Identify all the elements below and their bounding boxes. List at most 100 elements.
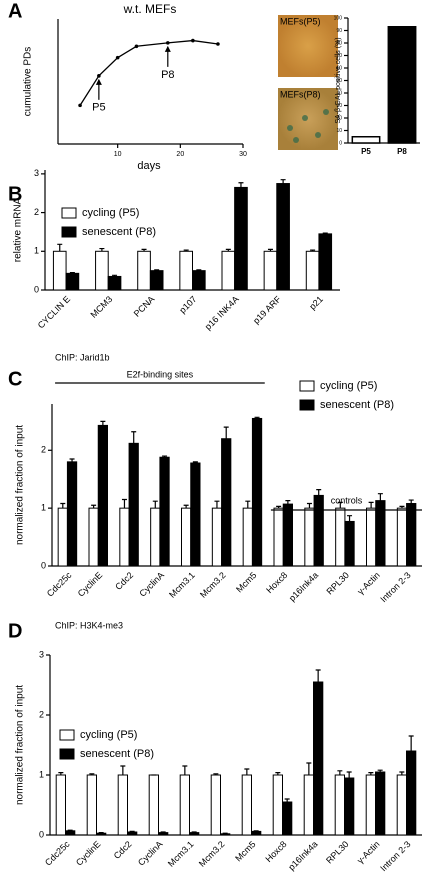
stained-cell — [315, 132, 321, 138]
error-bar — [60, 502, 66, 509]
error-bar — [245, 500, 251, 509]
error-bar — [222, 832, 228, 834]
error-bar — [129, 830, 135, 832]
x-tick-label: Cdc25c — [45, 570, 74, 599]
error-bar — [69, 458, 75, 462]
chart-subtitle: ChIP: H3K4-me3 — [55, 620, 123, 630]
y-tick-label: 1 — [34, 246, 39, 256]
x-tick-label: Cdc25c — [43, 839, 72, 868]
chart-subtitle: ChIP: Jarid1b — [55, 352, 110, 362]
error-bar — [306, 762, 312, 775]
bar — [107, 275, 122, 291]
legend-swatch — [299, 380, 315, 392]
y-tick-label: 1 — [41, 503, 46, 513]
y-tick-label: 2 — [39, 709, 44, 719]
y-tick-label: 2 — [34, 207, 39, 217]
bar — [137, 250, 151, 291]
annotation: E2f-binding sites — [127, 369, 194, 379]
data-point — [78, 103, 82, 108]
arrow-head — [95, 78, 102, 85]
legend-swatch — [59, 748, 75, 760]
arrow-head — [164, 45, 171, 52]
bar — [272, 774, 284, 836]
bar — [65, 830, 76, 836]
y-tick-label: 100 — [334, 15, 343, 21]
bar — [159, 456, 170, 567]
bar — [66, 461, 78, 567]
error-bar — [408, 735, 414, 751]
bar — [55, 774, 67, 836]
error-bar — [58, 772, 64, 775]
error-bar — [346, 771, 352, 778]
bar — [86, 774, 97, 836]
bar — [263, 250, 278, 291]
panel-letter: B — [8, 183, 22, 205]
error-bar — [100, 420, 106, 426]
error-bar — [337, 501, 343, 509]
y-axis-label: SA-β-GAL positive cells (%) — [335, 37, 342, 123]
y-tick-label: 2 — [41, 445, 46, 455]
y-axis-label: cumulative PDs — [23, 47, 34, 116]
bar — [344, 777, 355, 836]
legend-swatch — [299, 399, 315, 411]
bar — [406, 503, 417, 567]
x-tick-label: p16 INK4A — [203, 294, 241, 332]
panel-letter: A — [8, 0, 22, 22]
x-tick-label: CyclinA — [137, 570, 166, 599]
error-bar — [337, 770, 343, 775]
error-bar — [368, 772, 374, 775]
bar — [351, 136, 381, 144]
bar — [192, 270, 206, 291]
legend-label: senescent (P8) — [80, 748, 154, 760]
bar — [88, 507, 99, 567]
y-tick-label: 3 — [39, 649, 44, 659]
bar — [366, 507, 377, 567]
micrograph — [278, 15, 338, 77]
y-tick-label: 20 — [336, 115, 342, 121]
y-tick-label: 70 — [336, 53, 342, 59]
x-tick-label: p16Ink4a — [286, 839, 319, 872]
error-bar — [99, 247, 105, 252]
x-tick-label: Mcm3.2 — [197, 839, 227, 869]
bar — [179, 774, 190, 836]
bar — [365, 774, 377, 836]
x-tick-label: P5 — [361, 147, 371, 156]
x-tick-label: P8 — [397, 147, 407, 156]
stained-cell — [287, 125, 293, 131]
y-axis-label: normalized fraction of input — [15, 425, 26, 545]
y-tick-label: 0 — [39, 829, 44, 839]
bar — [251, 830, 262, 836]
y-tick-label: 0 — [41, 560, 46, 570]
bar — [313, 494, 324, 567]
legend-label: cycling (P5) — [80, 729, 137, 741]
bar — [276, 183, 290, 291]
bar — [158, 832, 169, 836]
error-bar — [368, 501, 374, 509]
error-bar — [112, 274, 118, 277]
bar — [282, 503, 293, 567]
error-bar — [120, 765, 126, 775]
legend-swatch — [59, 729, 75, 741]
stained-cell — [323, 109, 329, 115]
bar — [241, 774, 252, 836]
error-bar — [89, 773, 95, 775]
bar — [334, 774, 346, 836]
bar — [303, 774, 315, 836]
x-tick-label: Mcm5 — [234, 570, 258, 594]
bar — [96, 832, 107, 836]
bar — [150, 507, 161, 567]
x-tick-label: p21 — [307, 294, 325, 312]
x-tick-label: 30 — [239, 151, 247, 158]
bar — [304, 507, 315, 567]
bar — [65, 272, 80, 291]
error-bar — [91, 504, 97, 509]
error-bar — [408, 499, 414, 504]
x-tick-label: CyclinE — [74, 839, 103, 868]
bar — [119, 507, 130, 567]
bar — [97, 424, 108, 567]
bar — [57, 507, 68, 567]
bar — [335, 507, 346, 567]
x-tick-label: Hoxc8 — [264, 570, 289, 595]
micrograph — [278, 88, 338, 150]
